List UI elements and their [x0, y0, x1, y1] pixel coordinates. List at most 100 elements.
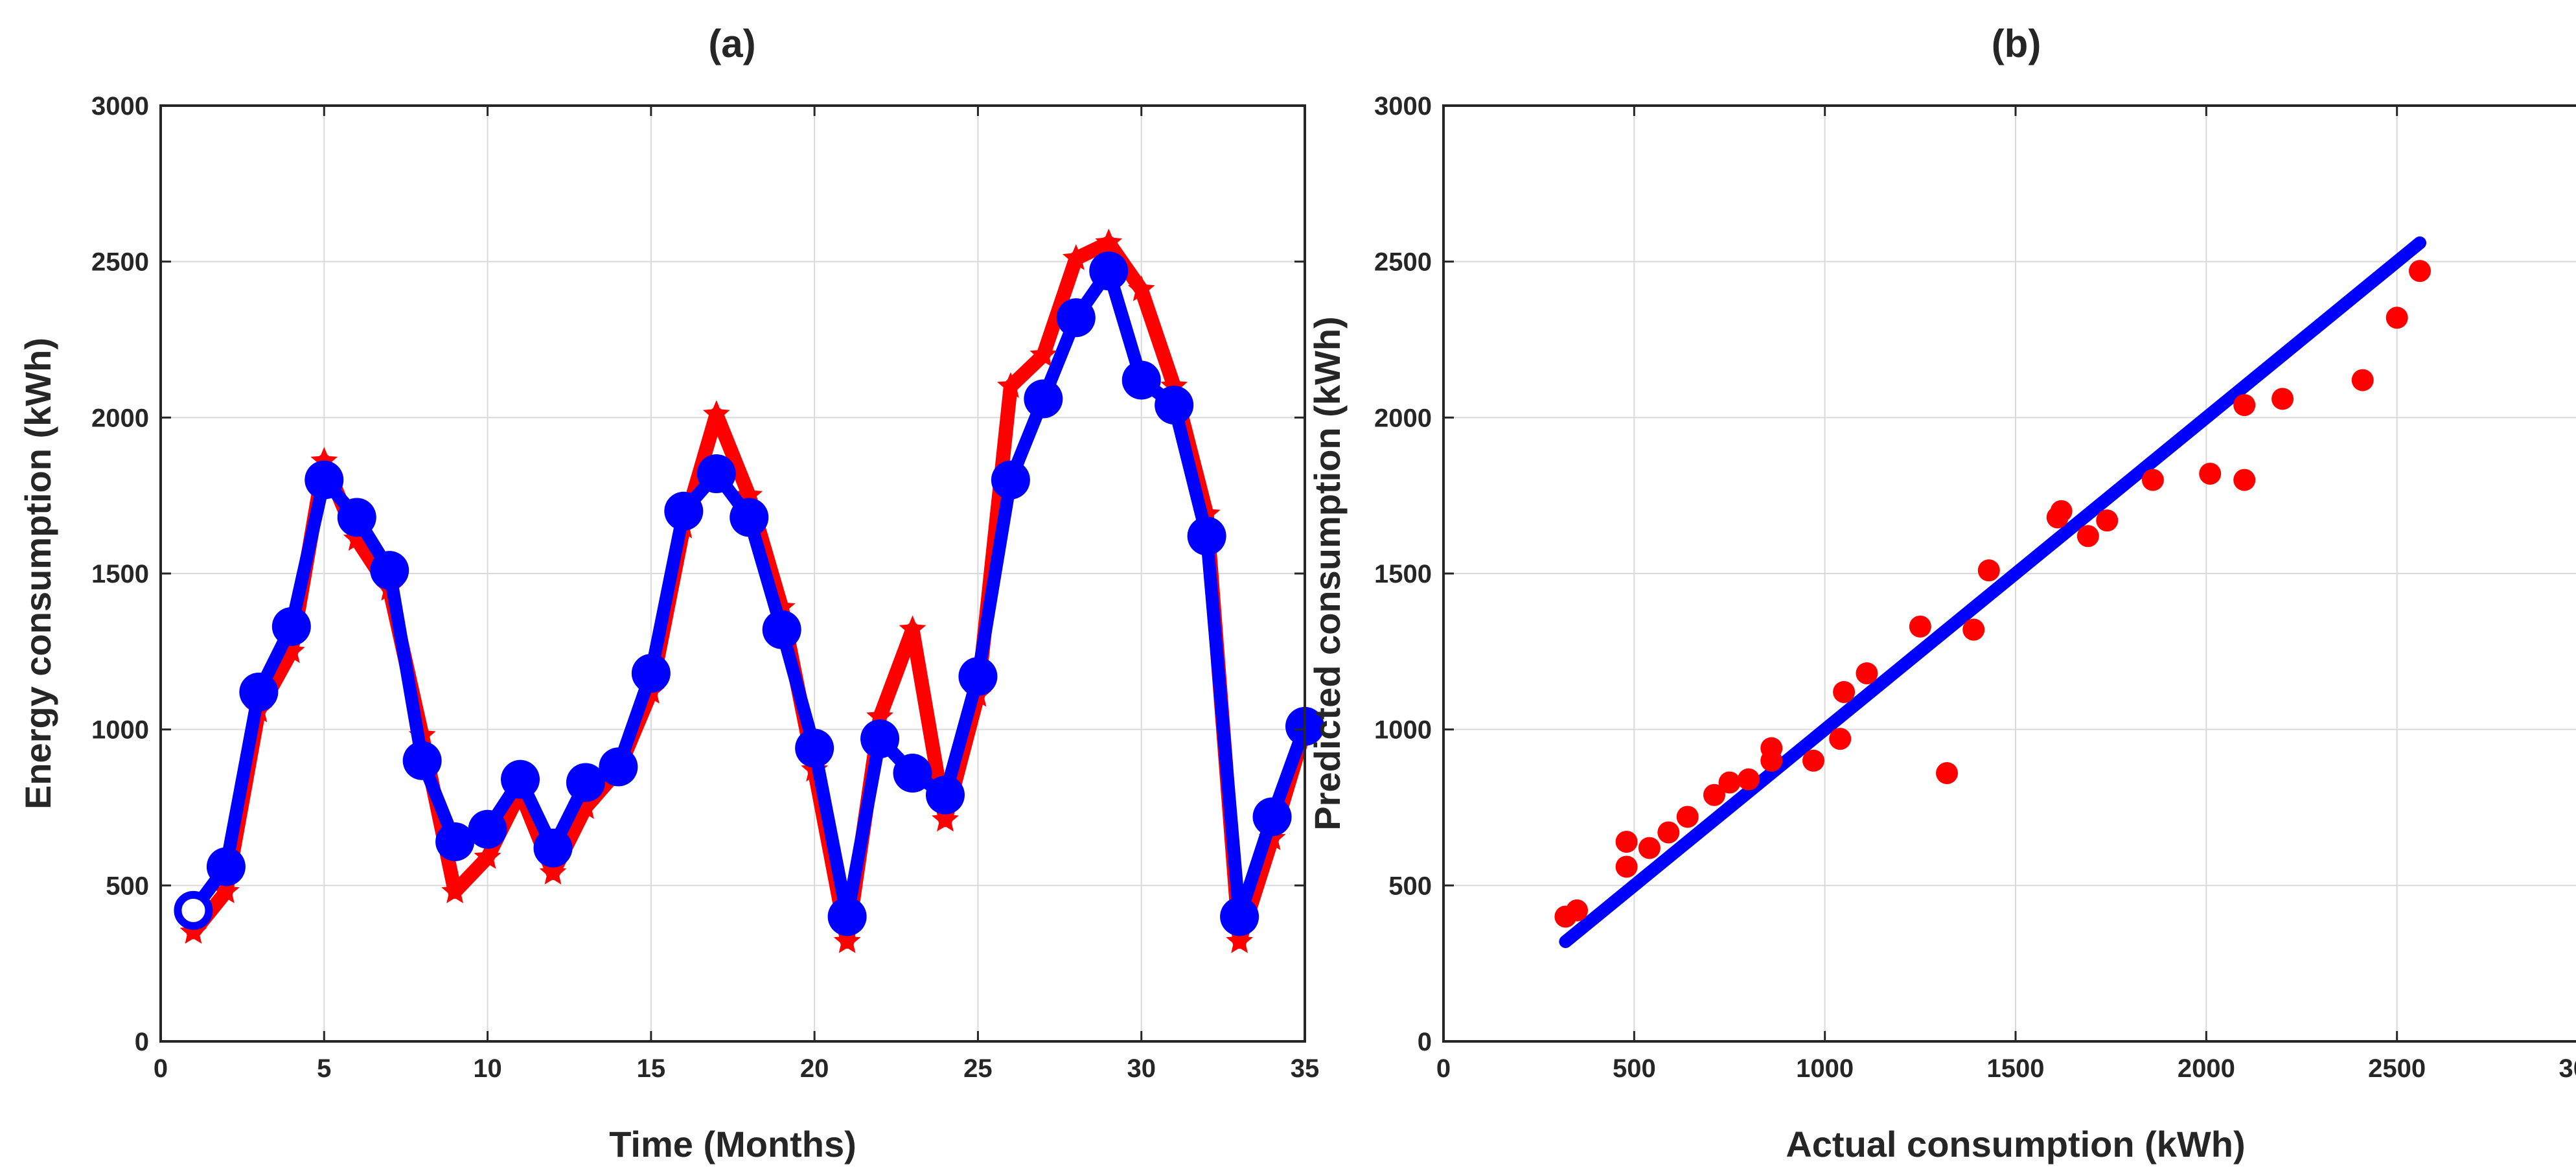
panel-b-x-tick-label: 3000: [2559, 1054, 2576, 1083]
series-predicted-point: [305, 460, 344, 500]
scatter-point: [2141, 469, 2164, 491]
panel-a-x-tick-label: 0: [154, 1054, 168, 1083]
series-predicted-point: [1024, 379, 1063, 419]
series-predicted-point: [795, 728, 834, 768]
series-predicted-point: [827, 897, 867, 936]
scatter-point: [1615, 830, 1638, 853]
panel-a-x-tick-label: 25: [963, 1054, 993, 1083]
series-predicted-point: [402, 741, 442, 780]
panel-a-title: (a): [708, 22, 755, 65]
series-predicted-point: [1187, 516, 1226, 556]
series-predicted-point: [533, 828, 573, 868]
panel-b-x-tick-label: 1500: [1987, 1054, 2045, 1083]
series-predicted-point: [1252, 797, 1292, 837]
panel-a-x-tick-label: 30: [1127, 1054, 1156, 1083]
scatter-point: [1676, 806, 1699, 828]
series-predicted-point: [239, 672, 279, 712]
scatter-point: [2096, 509, 2119, 532]
series-predicted-point: [271, 607, 311, 646]
scatter-point: [2050, 500, 2073, 522]
panel-a-y-tick-label: 2000: [91, 404, 149, 432]
panel-b-x-tick-label: 2000: [2178, 1054, 2235, 1083]
series-actual-point: [539, 859, 567, 885]
series-actual-point: [1029, 341, 1057, 367]
scatter-point: [1909, 615, 1931, 638]
scatter-point: [1962, 618, 1985, 641]
fit-line: [1559, 236, 2426, 948]
series-actual-point: [833, 927, 861, 953]
scatter-point: [1977, 559, 2000, 582]
series-predicted-point: [696, 454, 736, 493]
series-actual-point: [899, 615, 926, 642]
scatter-point: [1657, 821, 1680, 844]
series-actual-point: [572, 793, 599, 819]
panel-b-title: (b): [1992, 22, 2041, 65]
series-predicted-point: [991, 460, 1030, 500]
series-actual-point: [1127, 275, 1155, 301]
series-predicted-point: [370, 551, 409, 590]
series-predicted-point: [860, 719, 900, 759]
panel-b-scatter-chart: (b) 0 500 1000 1500 2000 2500 3000 0 500 1000 1500…: [1307, 22, 2576, 1165]
series-predicted-point: [1089, 251, 1129, 291]
series-actual-point: [702, 400, 730, 426]
scatter-point: [1829, 728, 1852, 750]
panel-b-y-axis-label: Predicted consumption (kWh): [1307, 316, 1348, 830]
panel-b-y-tick-label: 500: [1388, 872, 1432, 900]
panel-b-y-tick-label: 3000: [1374, 92, 1432, 121]
scatter-point: [2351, 369, 2374, 391]
panel-b-x-tick-label: 2500: [2368, 1054, 2426, 1083]
series-actual-point: [997, 372, 1024, 398]
series-actual-point: [1062, 244, 1090, 270]
panel-b-tick-labels: 0 500 1000 1500 2000 2500 3000 0 500 1000 1500 2000…: [1374, 92, 2576, 1083]
scatter-point: [1566, 899, 1589, 922]
series-actual-point: [343, 525, 371, 551]
panel-a-x-tick-label: 5: [317, 1054, 331, 1083]
series-predicted-point: [435, 822, 475, 861]
series-actual-point: [213, 877, 240, 903]
series-predicted-point: [599, 747, 638, 787]
series-actual-point: [932, 806, 959, 832]
series-predicted-point: [762, 610, 801, 649]
panel-a-x-tick-label: 35: [1291, 1054, 1320, 1083]
scatter-point: [2233, 394, 2256, 417]
series-predicted-point: [925, 775, 965, 815]
scatter-point: [1802, 749, 1825, 772]
panel-a-x-tick-label: 20: [800, 1054, 829, 1083]
series-predicted-point: [174, 890, 213, 930]
panel-a-x-tick-label: 15: [637, 1054, 666, 1083]
scatter-point: [1936, 762, 1959, 785]
scatter-point: [2199, 462, 2222, 485]
panel-b-x-tick-label: 0: [1436, 1054, 1451, 1083]
panel-a-x-axis-label: Time (Months): [609, 1124, 857, 1165]
panel-b-y-tick-label: 1000: [1374, 716, 1432, 745]
scatter-point: [2386, 307, 2408, 329]
panel-a-y-tick-label: 2500: [91, 248, 149, 277]
series-predicted-point: [1155, 386, 1194, 425]
panel-b-y-tick-label: 0: [1418, 1028, 1432, 1056]
series-predicted-point: [958, 656, 998, 696]
scatter-point: [1833, 680, 1856, 703]
scatter-point: [1718, 771, 1741, 794]
series-predicted-point: [337, 498, 376, 537]
series-predicted-point: [893, 754, 932, 793]
scatter-point: [1856, 662, 1878, 685]
panel-a-y-tick-label: 500: [106, 872, 149, 900]
series-actual-point: [441, 877, 468, 903]
series-predicted-point: [566, 763, 605, 802]
series-predicted-point: [206, 847, 246, 887]
series-predicted-point: [501, 759, 540, 799]
panel-b-x-tick-label: 1000: [1796, 1054, 1854, 1083]
series-predicted-point: [1220, 897, 1259, 936]
scatter-point: [1638, 837, 1661, 859]
panel-a-series: [174, 228, 1324, 953]
panel-a-y-axis-label: Energy consumption (kWh): [17, 338, 58, 809]
scatter-point: [2076, 525, 2099, 548]
panel-a-tick-labels: 0 5 10 15 20 25 30 35 0 500 1000 1500 2000 2500 3000: [91, 92, 1319, 1083]
series-predicted-point: [631, 654, 671, 693]
series-actual-point: [1226, 927, 1253, 953]
panel-b-series: [1554, 236, 2431, 948]
scatter-point: [1615, 855, 1638, 878]
panel-a-line-chart: (a) 0 5 10 15 20 25 30 35 0 500 1000 1500 2000 2500 30…: [17, 22, 1324, 1165]
